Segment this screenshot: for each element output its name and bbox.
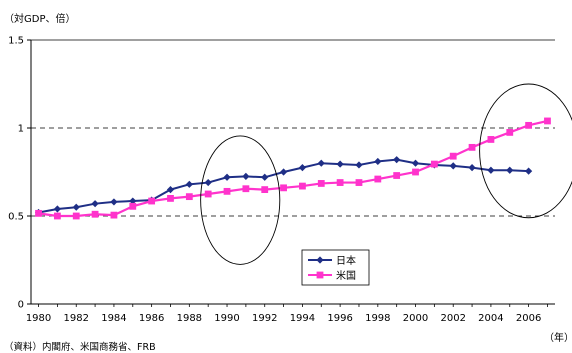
data-point bbox=[317, 180, 325, 187]
legend-label: 米国 bbox=[336, 269, 356, 282]
gridlines bbox=[31, 39, 555, 217]
x-tick-label: 1990 bbox=[214, 313, 239, 324]
data-point bbox=[110, 211, 118, 219]
legend-item: 日本 bbox=[308, 254, 356, 267]
data-point bbox=[317, 159, 325, 167]
data-point bbox=[299, 182, 306, 190]
series-line bbox=[38, 119, 548, 218]
y-tick-label: 1.5 bbox=[8, 36, 24, 47]
data-point bbox=[374, 175, 382, 183]
x-tick-label: 1982 bbox=[64, 313, 89, 324]
y-tick-label: 0 bbox=[18, 300, 24, 311]
legend-marker bbox=[316, 256, 324, 264]
data-point bbox=[72, 212, 80, 220]
unit-label: （対GDP、倍） bbox=[4, 12, 75, 25]
data-point bbox=[525, 121, 533, 129]
data-point bbox=[393, 156, 401, 164]
x-tick-label: 1994 bbox=[290, 313, 315, 324]
data-point bbox=[35, 209, 42, 217]
x-tick-label: 1998 bbox=[365, 313, 390, 324]
data-point bbox=[279, 168, 288, 176]
series-layer bbox=[34, 117, 551, 220]
data-point bbox=[544, 117, 551, 125]
data-point bbox=[430, 160, 438, 168]
data-point bbox=[261, 186, 269, 193]
x-tick-label: 1984 bbox=[101, 313, 126, 324]
legend-box bbox=[301, 249, 370, 286]
data-point bbox=[242, 185, 250, 193]
data-point bbox=[185, 180, 193, 188]
data-point bbox=[449, 152, 457, 160]
annotation-layer bbox=[200, 83, 572, 265]
data-point bbox=[355, 161, 363, 169]
data-point bbox=[261, 173, 269, 181]
data-point bbox=[148, 197, 156, 205]
x-tick-label: 1986 bbox=[139, 313, 164, 324]
data-point bbox=[506, 129, 514, 136]
data-point bbox=[468, 164, 476, 172]
data-point bbox=[336, 160, 344, 168]
data-point bbox=[336, 179, 344, 186]
x-tick-label: 2006 bbox=[516, 313, 541, 324]
data-point bbox=[412, 168, 419, 176]
data-point bbox=[506, 166, 514, 174]
data-point bbox=[374, 157, 382, 166]
x-tick-label: 1988 bbox=[177, 313, 202, 324]
data-point bbox=[91, 200, 99, 208]
data-point bbox=[487, 166, 495, 174]
legend-label: 日本 bbox=[336, 254, 356, 267]
data-point bbox=[487, 136, 495, 143]
data-point bbox=[393, 172, 401, 179]
data-point bbox=[411, 159, 420, 167]
data-point bbox=[298, 164, 307, 172]
data-point bbox=[223, 187, 231, 195]
x-tick-label: 1996 bbox=[327, 313, 352, 324]
data-point bbox=[53, 212, 61, 220]
data-point bbox=[72, 203, 80, 211]
highlight-ellipse bbox=[200, 135, 281, 265]
y-tick-label: 0.5 bbox=[8, 212, 24, 223]
data-point bbox=[204, 178, 212, 187]
x-tick-label: 1980 bbox=[26, 313, 51, 324]
data-point bbox=[525, 167, 533, 175]
data-point bbox=[449, 162, 457, 170]
data-point bbox=[223, 173, 231, 181]
legend-item: 米国 bbox=[308, 269, 356, 282]
source-note: （資料）内閣府、米国商務省、FRB bbox=[4, 341, 156, 353]
x-tick-label: 2004 bbox=[478, 313, 503, 324]
x-tick-label: 2000 bbox=[403, 313, 428, 324]
y-tick-labels: 0 0.5 1 1.5 bbox=[8, 36, 31, 311]
highlight-ellipse bbox=[479, 83, 572, 219]
x-tick-label: 2002 bbox=[440, 313, 465, 324]
data-point bbox=[185, 193, 193, 201]
data-point bbox=[53, 205, 61, 213]
x-axis-label: （年） bbox=[544, 331, 572, 344]
data-point bbox=[468, 143, 476, 151]
legend-marker bbox=[316, 271, 324, 279]
data-point bbox=[91, 210, 99, 218]
series-us bbox=[35, 117, 551, 220]
x-tick-label: 1992 bbox=[252, 313, 277, 324]
y-tick-label: 1 bbox=[18, 124, 24, 135]
data-point bbox=[280, 184, 287, 192]
x-tick-labels: 1980 1982 1984 1986 1988 1990 1992 1994 1996 1998… bbox=[26, 304, 548, 324]
data-point bbox=[166, 186, 175, 194]
data-point bbox=[355, 179, 363, 186]
data-point bbox=[110, 198, 118, 206]
data-point bbox=[129, 202, 137, 210]
axes bbox=[30, 40, 555, 305]
data-point bbox=[204, 190, 212, 198]
data-point bbox=[129, 197, 137, 205]
data-point bbox=[242, 172, 250, 180]
data-point bbox=[167, 195, 174, 202]
